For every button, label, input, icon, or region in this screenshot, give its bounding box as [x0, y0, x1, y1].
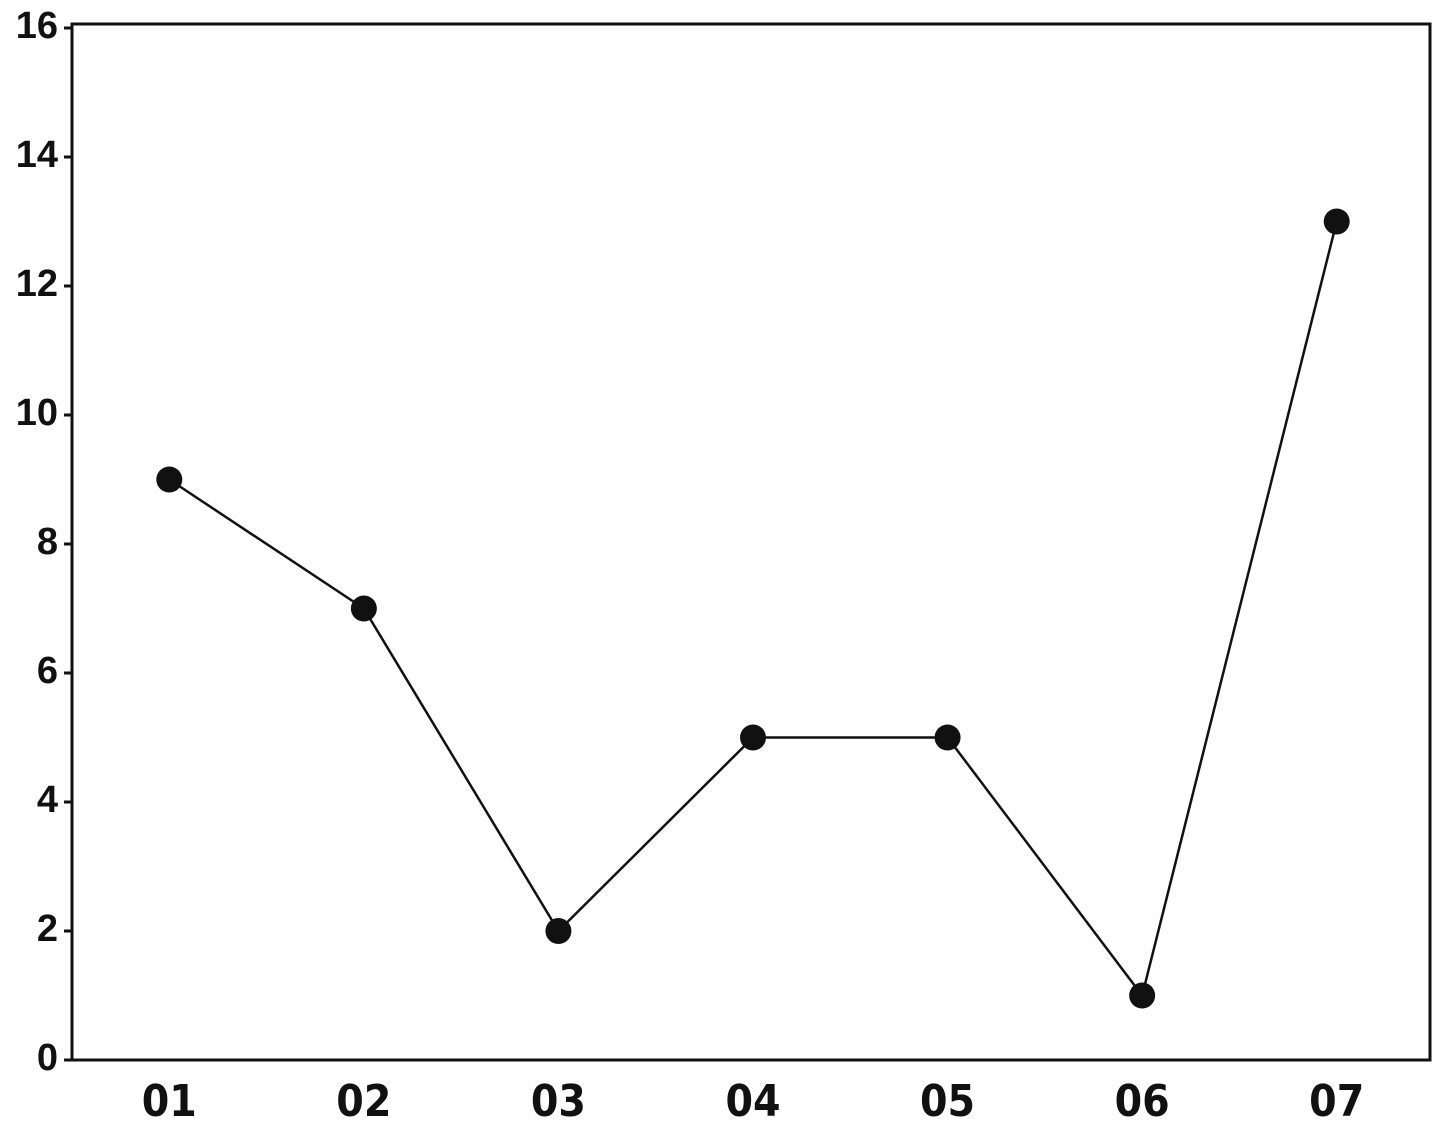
x-tick-label: 01	[142, 1076, 197, 1127]
x-tick-label: 07	[1309, 1076, 1364, 1127]
x-tick-label: 03	[531, 1076, 586, 1127]
x-tick-label: 06	[1115, 1076, 1170, 1127]
y-tick-label: 16	[16, 5, 58, 47]
point	[156, 466, 183, 493]
point	[350, 595, 377, 622]
plot-frame	[70, 22, 1432, 1062]
point	[740, 724, 766, 751]
y-tick-label: 2	[37, 908, 58, 950]
point	[1323, 208, 1350, 235]
x-tick-label: 04	[725, 1076, 780, 1127]
point	[1129, 982, 1156, 1009]
x-tick-label: 02	[336, 1076, 391, 1127]
y-tick-label: 6	[37, 650, 58, 692]
y-tick-label: 8	[37, 521, 58, 563]
line	[168, 221, 1338, 999]
point	[934, 724, 961, 751]
y-tick-label: 14	[16, 134, 58, 176]
y-tick-label: 12	[16, 263, 58, 305]
point	[545, 918, 572, 944]
y-tick-label: 4	[37, 779, 58, 821]
y-tick-label: 10	[16, 392, 58, 434]
x-tick-label: 05	[920, 1076, 975, 1127]
y-tick-label: 0	[37, 1037, 58, 1079]
